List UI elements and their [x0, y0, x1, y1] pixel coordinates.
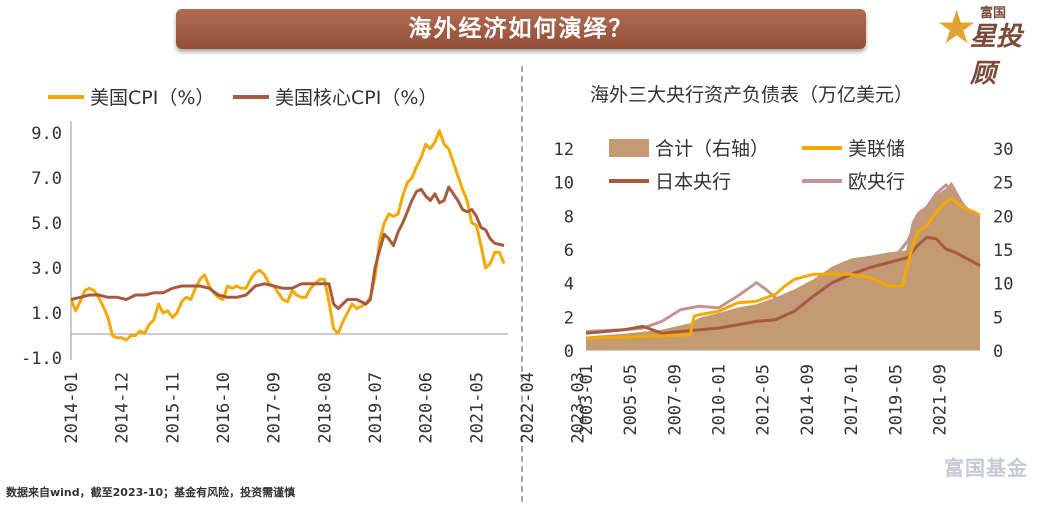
ecb-balance-line	[585, 183, 981, 333]
balance-y-right-tick-label: 5	[993, 308, 1003, 328]
cpi-x-tick-label: 2017-09	[265, 372, 285, 444]
cpi-x-tick-label: 2021-05	[467, 372, 487, 444]
balance-y-right-tick-label: 10	[993, 275, 1013, 295]
balance-legend-label: 欧央行	[848, 171, 905, 193]
balance-y-left-tick-label: 6	[564, 241, 574, 261]
cpi-x-tick-label: 2014-12	[113, 372, 133, 444]
balance-y-right-tick-label: 15	[993, 241, 1013, 261]
footnote: 数据来自wind，截至2023-10；基金有风险，投资需谨慎	[6, 486, 296, 499]
watermark: 富国基金	[944, 456, 1028, 480]
us-core-cpi-line	[70, 185, 505, 310]
balance-x-tick-label: 2003-01	[577, 364, 597, 436]
cpi-y-tick-label: 7.0	[31, 169, 62, 189]
balance-legend-label: 合计（右轴）	[655, 138, 769, 160]
balance-x-tick-label: 2017-01	[842, 364, 862, 436]
balance-y-left-tick-label: 4	[564, 275, 574, 295]
cpi-y-tick-label: 3.0	[31, 259, 62, 279]
balance-legend-label: 美联储	[848, 138, 905, 160]
balance-y-right-tick-label: 25	[993, 174, 1013, 194]
balance-y-right-tick-label: 30	[993, 140, 1013, 160]
logo-main-text: 星投顾	[970, 22, 1023, 89]
balance-x-tick-label: 2021-09	[931, 364, 951, 436]
boj-balance-line	[585, 235, 981, 335]
logo-small-text: 富国	[980, 6, 1007, 21]
balance-sheet-chart: 海外三大央行资产负债表（万亿美元） 1210864203025201510502…	[554, 84, 1014, 436]
page-title-banner: 海外经济如何演绎？	[176, 9, 866, 49]
cpi-y-tick-label: 5.0	[31, 214, 62, 234]
balance-x-tick-label: 2012-05	[754, 364, 774, 436]
cpi-x-tick-label: 2014-01	[62, 372, 82, 444]
cpi-y-tick-label: 1.0	[31, 304, 62, 324]
balance-x-tick-label: 2019-05	[886, 364, 906, 436]
balance-x-tick-label: 2005-05	[621, 364, 641, 436]
cpi-x-tick-label: 2023-03	[569, 372, 589, 444]
balance-y-left-tick-label: 10	[554, 174, 574, 194]
chart-divider	[521, 66, 523, 502]
balance-legend-swatch	[609, 139, 649, 157]
balance-y-left-tick-label: 0	[564, 342, 574, 362]
cpi-legend-label: 美国CPI（%）	[90, 87, 214, 109]
us-cpi-line	[69, 129, 506, 342]
balance-y-left-tick-label: 2	[564, 308, 574, 328]
page-title: 海外经济如何演绎？	[408, 16, 634, 42]
cpi-y-tick-label: 9.0	[31, 124, 62, 144]
total-balance-area	[586, 181, 980, 350]
star-icon: ★	[936, 0, 978, 54]
cpi-x-tick-label: 2018-08	[315, 372, 335, 444]
cpi-y-tick-label: -1.0	[21, 349, 62, 369]
balance-x-tick-label: 2007-09	[665, 364, 685, 436]
balance-y-right-tick-label: 20	[993, 207, 1013, 227]
balance-legend-label: 日本央行	[655, 171, 731, 193]
cpi-x-tick-label: 2015-11	[163, 372, 183, 444]
fed-balance-line	[585, 197, 981, 340]
balance-x-tick-label: 2010-01	[710, 364, 730, 436]
balance-y-left-tick-label: 12	[554, 140, 574, 160]
balance-y-left-tick-label: 8	[564, 207, 574, 227]
logo: ★ 富国 星投顾	[936, 0, 1046, 89]
cpi-x-tick-label: 2020-06	[417, 372, 437, 444]
balance-y-right-tick-label: 0	[993, 342, 1003, 362]
cpi-legend-label: 美国核心CPI（%）	[275, 87, 437, 109]
cpi-x-tick-label: 2019-07	[366, 372, 386, 444]
cpi-x-tick-label: 2022-04	[518, 372, 538, 444]
cpi-x-tick-label: 2016-10	[214, 372, 234, 444]
balance-sheet-chart-title: 海外三大央行资产负债表（万亿美元）	[590, 84, 913, 106]
balance-x-tick-label: 2014-09	[798, 364, 818, 436]
